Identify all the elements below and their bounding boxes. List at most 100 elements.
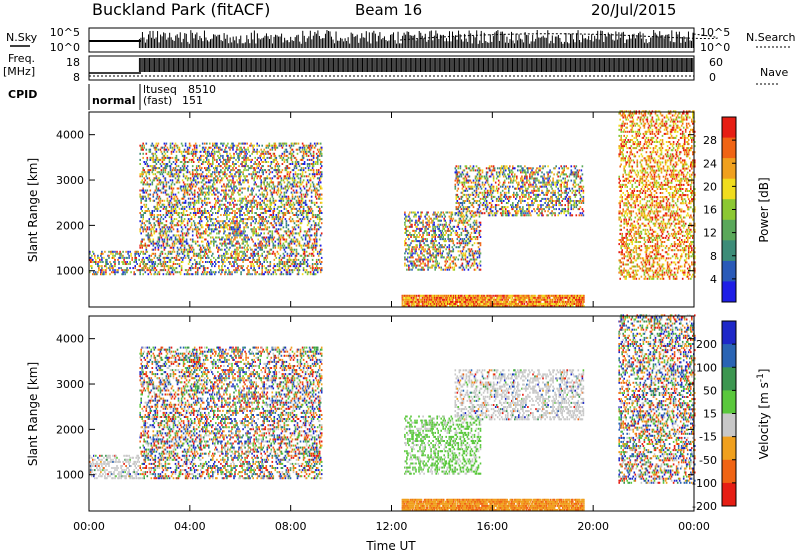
power-cell-r1 [270, 236, 273, 239]
power-cell-r1 [236, 226, 238, 229]
power-cell-r1 [142, 214, 144, 216]
power-cell-r1 [239, 154, 241, 157]
power-cell-r1 [206, 222, 208, 225]
power-cell-r1 [188, 214, 191, 216]
power-cell-r1 [297, 232, 300, 235]
power-cell-r1 [197, 173, 200, 176]
power-cell-r1 [271, 167, 274, 170]
power-cell-r1 [223, 142, 225, 145]
power-cell-r1 [170, 218, 173, 221]
power-cell-r1 [184, 177, 187, 180]
power-cell-r1 [186, 250, 189, 253]
power-cell-r1 [276, 161, 279, 163]
power-cell-r1 [263, 169, 265, 172]
power-cell-r1 [297, 142, 300, 145]
power-cell-r1 [275, 256, 278, 259]
power-cell-r1 [308, 236, 311, 239]
power-cell-r1 [205, 252, 207, 255]
power-cell-r1 [220, 148, 222, 151]
power-cell-r1 [176, 214, 179, 216]
power-cell-r1 [198, 165, 201, 168]
power-cell-r0 [101, 258, 103, 261]
power-cell-r1 [271, 224, 274, 227]
power-cell-r1 [260, 175, 262, 178]
power-cell-r1 [209, 169, 211, 172]
power-cell-r1 [187, 185, 190, 188]
power-cell-r1 [278, 256, 281, 259]
power-cell-r1 [140, 181, 142, 184]
power-cell-r1 [289, 230, 292, 233]
power-cell-r1 [188, 158, 191, 161]
power-cell-r1 [274, 175, 277, 178]
power-cell-r1 [223, 232, 225, 235]
power-cell-r0 [89, 252, 91, 255]
power-cell-r1 [286, 254, 289, 257]
power-cell-r1 [257, 265, 259, 268]
power-cell-r1 [164, 177, 167, 180]
power-cell-r1 [177, 158, 180, 161]
power-cell-r1 [246, 175, 248, 178]
power-cell-r0 [106, 263, 108, 265]
power-cell-r1 [196, 195, 199, 198]
power-cell-r1 [294, 232, 297, 235]
power-cell-r1 [148, 150, 151, 153]
power-cell-r1 [201, 210, 204, 212]
power-cell-r1 [284, 267, 287, 270]
power-cell-r1 [184, 214, 187, 216]
power-cell-r1 [169, 228, 172, 231]
power-cell-r1 [197, 267, 200, 270]
power-cell-r1 [247, 181, 249, 184]
power-cell-r1 [223, 240, 225, 243]
power-cell-r1 [299, 179, 302, 182]
power-cell-r0 [130, 254, 132, 257]
freq-tick-bottom: 8 [73, 71, 80, 84]
power-cell-r1 [245, 207, 247, 210]
power-cell-r1 [307, 212, 310, 214]
power-cell-r1 [212, 222, 214, 225]
power-cell-r1 [175, 203, 178, 206]
power-cell-r1 [291, 248, 294, 251]
power-cell-r1 [271, 187, 274, 190]
power-cell-r1 [283, 254, 286, 257]
power-cell-r1 [271, 171, 274, 174]
power-cell-r1 [260, 158, 262, 161]
power-cell-r1 [272, 271, 275, 274]
power-cell-r1 [183, 193, 186, 196]
power-cell-r1 [201, 148, 204, 151]
power-cell-r1 [205, 273, 207, 276]
power-cell-r1 [291, 193, 294, 196]
power-cell-r1 [247, 207, 249, 210]
power-cell-r1 [288, 258, 291, 261]
power-cell-r1 [272, 199, 275, 202]
power-cell-r1 [197, 210, 200, 212]
power-cell-r1 [233, 152, 235, 155]
power-cell-r1 [295, 189, 298, 192]
power-cell-r1 [152, 269, 155, 272]
power-cell-r1 [158, 271, 161, 274]
power-cell-r1 [233, 185, 235, 188]
power-cell-r1 [152, 167, 155, 170]
power-cell-r1 [206, 230, 208, 233]
power-cell-r1 [275, 169, 278, 172]
power-cell-r1 [300, 203, 303, 206]
power-cell-r1 [293, 156, 296, 159]
power-cell-r1 [289, 265, 292, 268]
power-cell-r1 [285, 271, 288, 274]
power-cell-r1 [244, 195, 246, 198]
power-cell-r1 [168, 199, 171, 202]
power-cell-r1 [240, 163, 242, 165]
power-cell-r1 [227, 214, 229, 216]
power-cell-r1 [300, 189, 303, 192]
power-cell-r1 [162, 191, 165, 194]
power-cell-r1 [236, 218, 238, 221]
power-cell-r1 [195, 230, 198, 233]
power-cell-r1 [283, 244, 286, 247]
power-cell-r0 [102, 273, 104, 276]
power-cell-r1 [259, 261, 261, 263]
power-cell-r1 [283, 265, 286, 268]
power-cell-r1 [259, 244, 261, 247]
power-cell-r1 [254, 271, 256, 274]
power-cell-r1 [299, 210, 302, 212]
power-cell-r1 [273, 161, 276, 163]
power-cell-r1 [166, 236, 169, 239]
